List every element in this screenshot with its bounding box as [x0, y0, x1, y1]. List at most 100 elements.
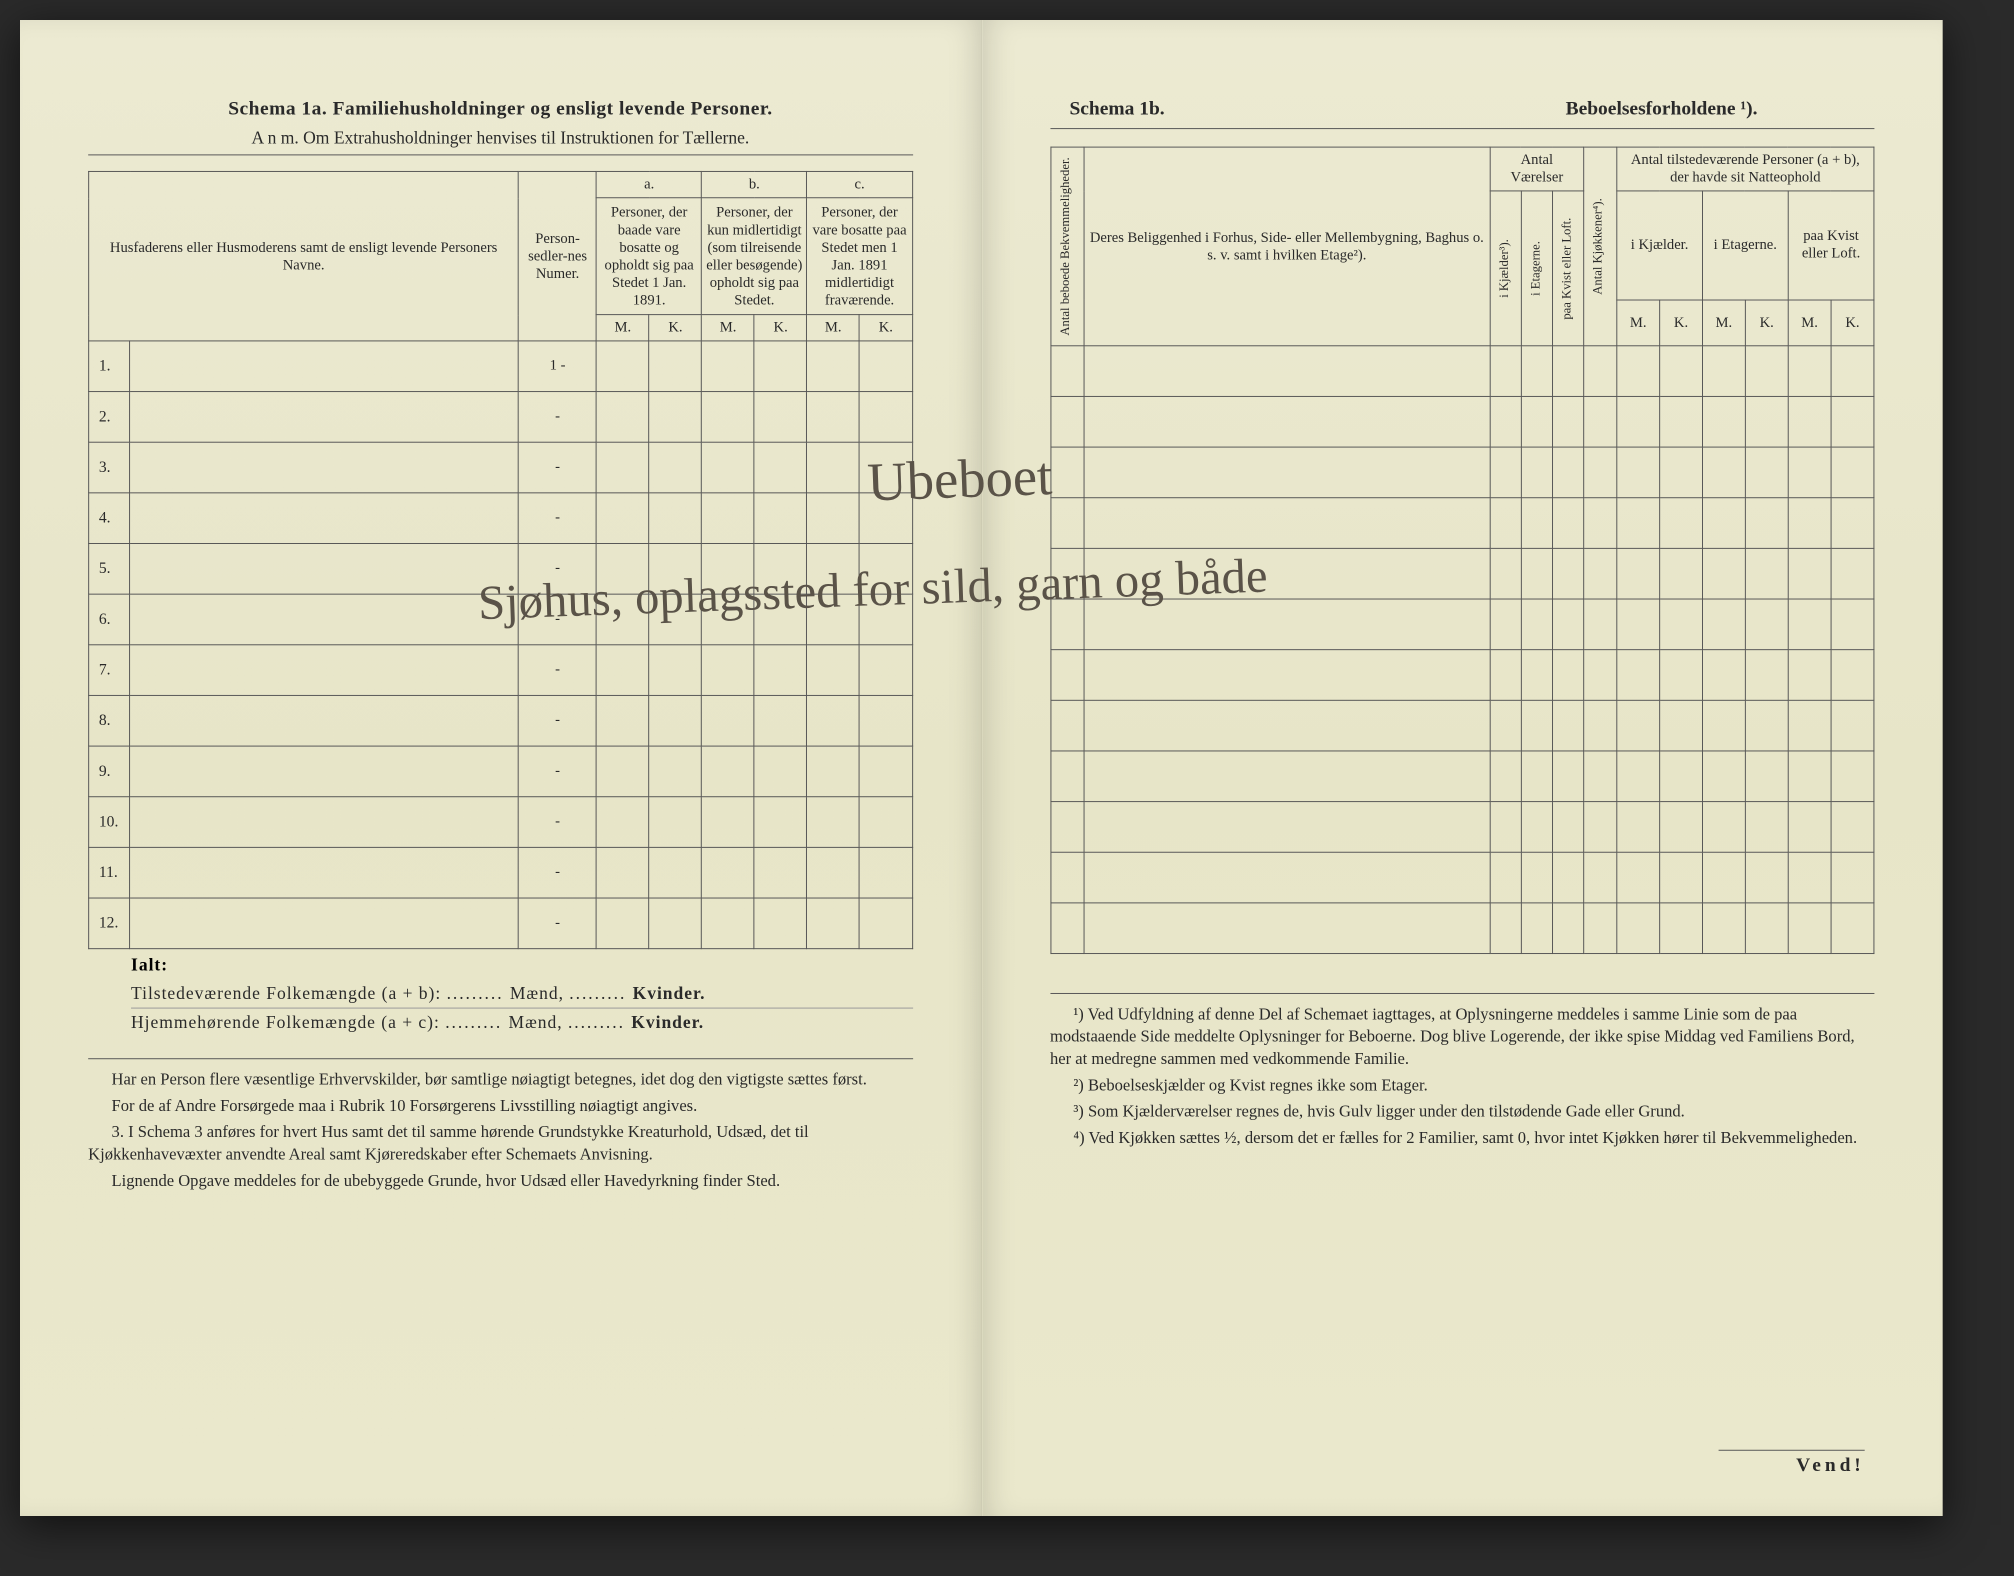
schema-1b-title: Beboelsesforholdene ¹). [1566, 98, 1758, 120]
schema-1a-header: Schema 1a. Familiehusholdninger og ensli… [88, 98, 912, 120]
cell [1521, 802, 1552, 853]
row-number: 6. [89, 594, 130, 645]
table-row: 5.- [89, 544, 912, 595]
cell [1788, 802, 1831, 853]
table-row: 11.- [89, 847, 912, 898]
schema-1b-header: Schema 1b. Beboelsesforholdene ¹). [1050, 98, 1874, 129]
cell [1521, 599, 1552, 650]
table-row: 7.- [89, 645, 912, 696]
cell [1521, 903, 1552, 954]
col-vaer-kvist: paa Kvist eller Loft. [1552, 191, 1583, 346]
cell [1617, 700, 1660, 751]
personsedler-cell: - [519, 392, 597, 443]
name-cell [130, 898, 519, 949]
personsedler-cell: - [519, 493, 597, 544]
cell [1788, 346, 1831, 397]
table-row [1050, 599, 1873, 650]
table-1a: Husfaderens eller Husmoderens samt de en… [88, 171, 912, 949]
col-b-text: Personer, der kun midlertidigt (som tilr… [702, 198, 807, 315]
cell [1552, 852, 1583, 903]
cell [1660, 903, 1703, 954]
cell [1831, 852, 1874, 903]
cell [1660, 751, 1703, 802]
cell [1084, 852, 1491, 903]
cell [1745, 751, 1788, 802]
cell [1831, 650, 1874, 701]
page-right: Schema 1b. Beboelsesforholdene ¹). Antal… [982, 20, 1943, 1516]
cell [1702, 903, 1745, 954]
cell [1788, 903, 1831, 954]
row-number: 1. [89, 341, 130, 392]
name-cell [130, 847, 519, 898]
col-c-text: Personer, der vare bosatte paa Stedet me… [807, 198, 912, 315]
table-row [1050, 852, 1873, 903]
cell [1050, 700, 1083, 751]
footnote-r3: ³) Som Kjælderværelser regnes de, hvis G… [1050, 1101, 1874, 1123]
table-row [1050, 346, 1873, 397]
cell [1050, 852, 1083, 903]
footnotes-right: ¹) Ved Udfyldning af denne Del af Schema… [1050, 993, 1874, 1149]
personsedler-cell: - [519, 898, 597, 949]
cell [1084, 346, 1491, 397]
col-a-text: Personer, der baade vare bosatte og opho… [597, 198, 702, 315]
col-a-k: K. [649, 315, 702, 341]
row-number: 5. [89, 544, 130, 595]
schema-1a-title: Familiehusholdninger og ensligt levende … [333, 98, 773, 119]
footnote-l4: Lignende Opgave meddeles for de ubebygge… [88, 1170, 912, 1192]
cell [1617, 599, 1660, 650]
cell [1050, 447, 1083, 498]
name-cell [130, 645, 519, 696]
footnotes-left: Har en Person flere væsentlige Erhvervsk… [88, 1058, 912, 1192]
footnote-r1: ¹) Ved Udfyldning af denne Del af Schema… [1050, 1004, 1874, 1071]
cell [1660, 599, 1703, 650]
cell [1702, 447, 1745, 498]
cell [1831, 548, 1874, 599]
col-personsedler: Person-sedler-nes Numer. [519, 171, 597, 340]
cell [1490, 700, 1521, 751]
cell [1660, 447, 1703, 498]
cell [1584, 599, 1617, 650]
row-number: 11. [89, 847, 130, 898]
cell [1788, 548, 1831, 599]
cell [1552, 599, 1583, 650]
row-number: 10. [89, 797, 130, 848]
cell [1490, 751, 1521, 802]
cell [1745, 650, 1788, 701]
footnote-l3: 3. I Schema 3 anføres for hvert Hus samt… [88, 1121, 912, 1166]
table-row: 4.- [89, 493, 912, 544]
name-cell [130, 341, 519, 392]
cell [1490, 903, 1521, 954]
cell [1490, 599, 1521, 650]
cell [1521, 650, 1552, 701]
cell [1745, 346, 1788, 397]
cell [1084, 498, 1491, 549]
cell [1660, 396, 1703, 447]
name-cell [130, 392, 519, 443]
cell [1788, 498, 1831, 549]
cell [1702, 346, 1745, 397]
cell [1831, 599, 1874, 650]
cell [1745, 396, 1788, 447]
cell [1584, 346, 1617, 397]
cell [1084, 548, 1491, 599]
col-antal-bekv: Antal beboede Bekvemmeligheder. [1050, 147, 1083, 346]
table-row [1050, 498, 1873, 549]
ialt-label: Ialt: [131, 955, 913, 979]
row-number: 12. [89, 898, 130, 949]
col-antal-kjok: Antal Kjøkkener⁴). [1584, 147, 1617, 346]
personsedler-cell: - [519, 746, 597, 797]
cell [1050, 650, 1083, 701]
cell [1490, 802, 1521, 853]
table-1b: Antal beboede Bekvemmeligheder. Deres Be… [1050, 147, 1874, 954]
table-row [1050, 548, 1873, 599]
cell [1552, 700, 1583, 751]
cell [1050, 903, 1083, 954]
cell [1745, 700, 1788, 751]
table-row: 1.1 - [89, 341, 912, 392]
cell [1584, 498, 1617, 549]
cell [1552, 650, 1583, 701]
cell [1702, 498, 1745, 549]
cell [1702, 650, 1745, 701]
cell [1050, 396, 1083, 447]
cell [1745, 903, 1788, 954]
